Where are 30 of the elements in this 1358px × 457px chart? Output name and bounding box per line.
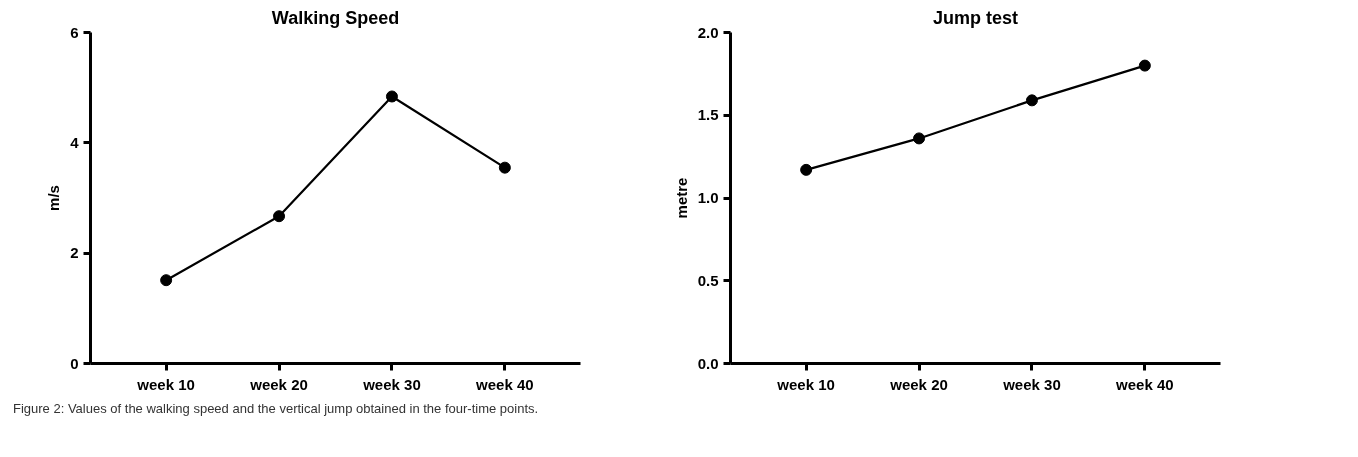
x-tick-label: week 30: [1002, 375, 1061, 393]
x-tick-label: week 10: [136, 375, 195, 393]
point: [913, 132, 926, 145]
point: [1025, 94, 1038, 107]
y-tick-label: 2.0: [697, 23, 719, 41]
point: [385, 90, 398, 103]
y-tick-label: 0: [70, 354, 79, 372]
caption: Figure 2: Values of the walking speed and the vertical jump obtained in the four-time points.: [13, 400, 539, 418]
chart-title: Jump test: [932, 7, 1019, 28]
x-tick-label: week 40: [1115, 375, 1174, 393]
y-tick-label: 0.0: [697, 354, 719, 372]
point: [498, 161, 511, 174]
point: [1138, 59, 1151, 72]
y-tick-label: 6: [70, 23, 79, 41]
y-axis-title: m/s: [45, 185, 63, 211]
x-tick-label: week 30: [362, 375, 421, 393]
point: [160, 274, 173, 287]
y-axis-title: metre: [672, 177, 690, 219]
x-tick-label: week 20: [889, 375, 948, 393]
y-tick-label: 2: [70, 244, 79, 262]
x-tick-label: week 20: [249, 375, 308, 393]
point: [800, 163, 813, 176]
x-tick-label: week 40: [475, 375, 534, 393]
chart-title: Walking Speed: [271, 7, 400, 28]
y-tick-label: 0.5: [697, 271, 719, 289]
y-tick-label: 1.5: [697, 106, 719, 124]
x-tick-label: week 10: [776, 375, 835, 393]
y-tick-label: 1.0: [697, 189, 719, 206]
point: [273, 210, 286, 223]
y-tick-label: 4: [70, 133, 80, 151]
